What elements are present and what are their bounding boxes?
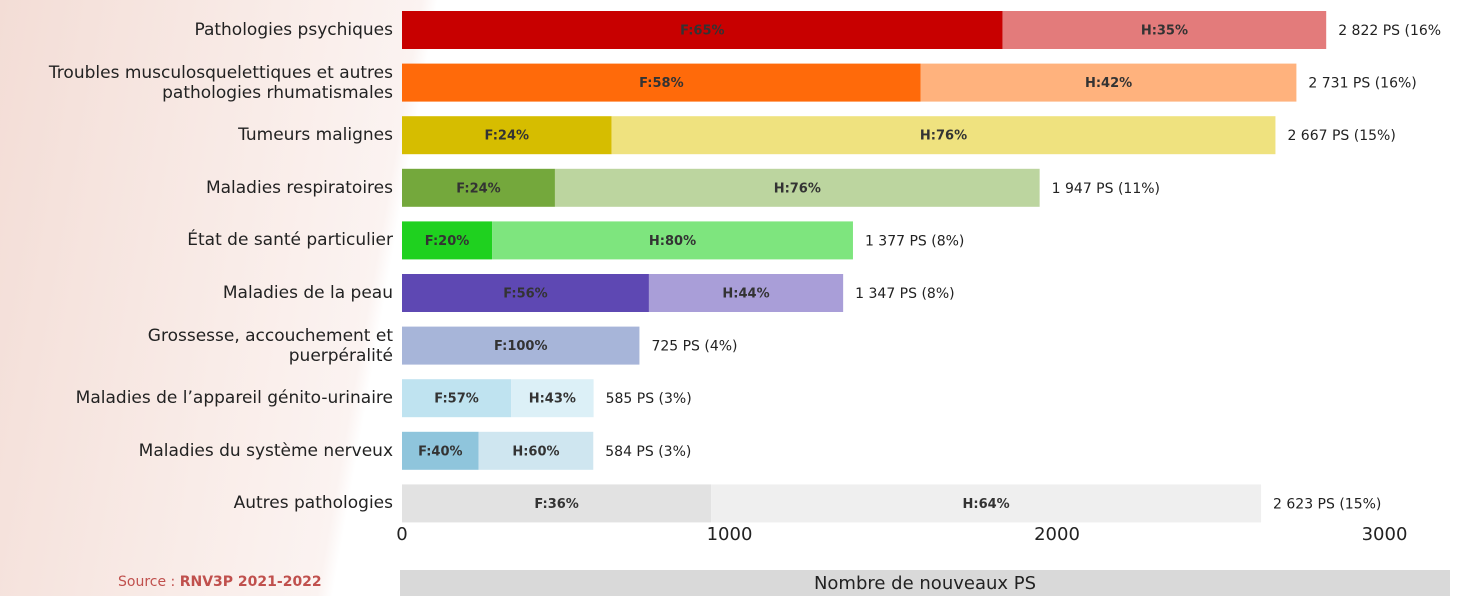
page: Nombre de nouveaux PS 0 1000 2000 3000 F:65%… [0,0,1458,596]
category-label: Maladies du système nerveux [0,441,393,461]
segment-label: H:43% [529,392,576,407]
segment-label: H:42% [1085,76,1132,91]
segment-label: H:64% [962,497,1009,512]
segment-label: F:65% [680,24,724,39]
segment-label: H:60% [512,444,559,459]
total-label: 2 822 PS (16% [1338,23,1441,39]
total-label: 2 623 PS (15%) [1273,496,1381,512]
category-label: Grossesse, accouchement et puerpéralité [133,326,393,366]
total-label: 585 PS (3%) [606,391,692,407]
segment-label: H:76% [774,181,821,196]
segment-label: H:76% [920,129,967,144]
x-tick-label: 3000 [1362,524,1408,545]
source-prefix: Source : [118,574,175,590]
x-axis-title: Nombre de nouveaux PS [814,573,1036,594]
total-label: 1 347 PS (8%) [855,286,954,302]
source-name: RNV3P 2021-2022 [180,574,322,590]
segment-label: F:20% [425,234,469,249]
segment-label: F:40% [418,444,462,459]
segment-label: F:56% [503,287,547,302]
category-label: Pathologies psychiques [0,20,393,40]
segment-label: F:58% [639,76,683,91]
x-tick-label: 1000 [707,524,753,545]
segment-label: H:35% [1141,24,1188,39]
segment-label: F:24% [456,181,500,196]
category-label: Maladies respiratoires [0,178,393,198]
source: Source : RNV3P 2021-2022 [118,574,322,590]
total-label: 1 377 PS (8%) [865,233,964,249]
category-label: État de santé particulier [0,230,393,250]
x-tick-label: 0 [396,524,407,545]
total-label: 725 PS (4%) [651,339,737,355]
segment-label: H:80% [649,234,696,249]
segment-label: F:57% [434,392,478,407]
total-label: 2 731 PS (16%) [1308,76,1416,92]
total-label: 1 947 PS (11%) [1052,181,1160,197]
category-label: Autres pathologies [0,493,393,513]
category-label: Maladies de l’appareil génito-urinaire [0,388,393,408]
total-label: 2 667 PS (15%) [1287,128,1395,144]
segment-label: F:36% [534,497,578,512]
x-tick-label: 2000 [1034,524,1080,545]
category-label: Troubles musculosquelettiques et autres … [0,63,393,103]
segment-label: F:24% [485,129,529,144]
category-label: Maladies de la peau [0,283,393,303]
category-label: Tumeurs malignes [0,125,393,145]
segment-label: H:44% [722,287,769,302]
total-label: 584 PS (3%) [605,444,691,460]
segment-label: F:100% [494,339,548,354]
